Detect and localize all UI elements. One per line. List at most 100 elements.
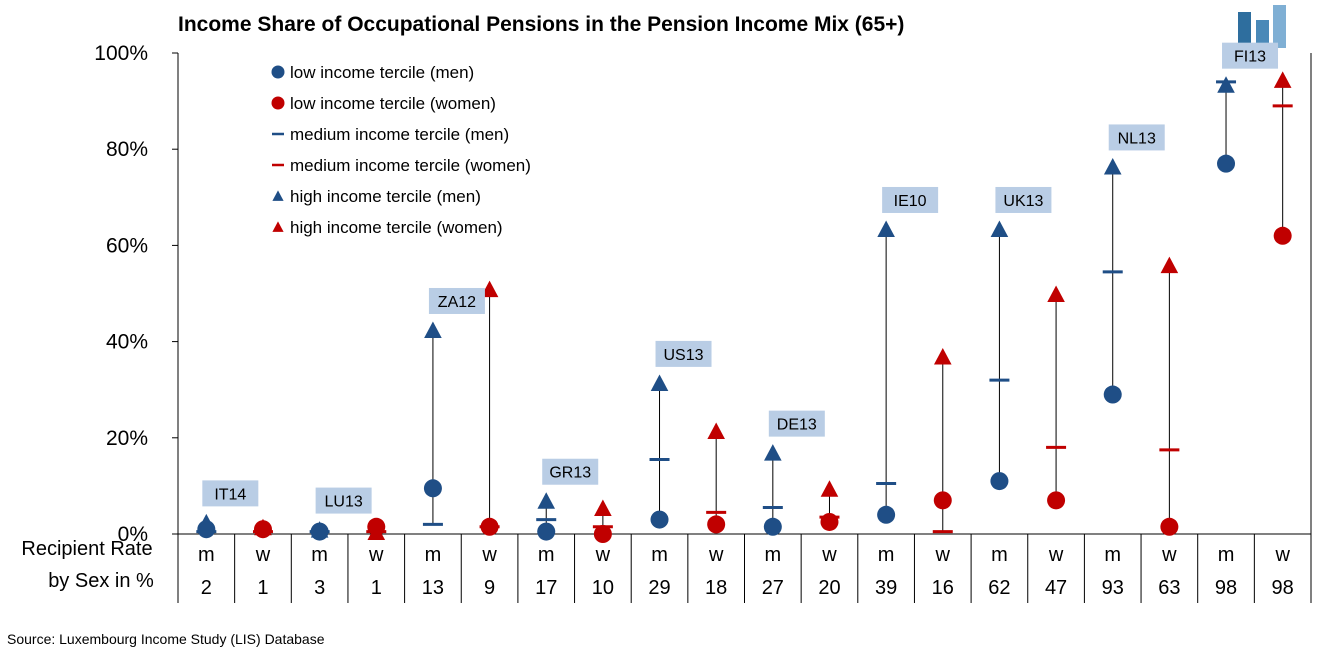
recipient-rate-value: 9 bbox=[484, 577, 495, 599]
country-label-box bbox=[315, 487, 372, 514]
country-label-box bbox=[202, 480, 259, 507]
series-lu13-m bbox=[309, 521, 330, 541]
low-tercile-mark bbox=[820, 512, 839, 531]
country-label-za12: ZA12 bbox=[428, 287, 485, 314]
recipient-rate-value: 39 bbox=[875, 577, 897, 599]
low-tercile-mark bbox=[1103, 385, 1122, 404]
series-ie10-m bbox=[876, 220, 897, 524]
country-label-lu13: LU13 bbox=[315, 487, 372, 514]
sex-label: w bbox=[821, 544, 837, 566]
country-label-ie10: IE10 bbox=[882, 186, 939, 213]
high-tercile-mark bbox=[367, 523, 386, 541]
high-tercile-mark bbox=[424, 321, 442, 339]
low-tercile-mark bbox=[707, 515, 726, 534]
sex-label: w bbox=[708, 544, 724, 566]
y-tick-label: 20% bbox=[106, 427, 148, 450]
series-de13-m bbox=[762, 444, 783, 536]
series-de13-w bbox=[819, 480, 840, 531]
series-uk13-m bbox=[989, 220, 1010, 491]
series-za12-w bbox=[479, 280, 500, 536]
legend-circle-icon bbox=[271, 65, 285, 79]
country-label-text: DE13 bbox=[777, 417, 817, 434]
country-label-us13: US13 bbox=[655, 340, 712, 367]
series-nl13-m bbox=[1102, 157, 1123, 404]
recipient-rate-value: 2 bbox=[201, 577, 212, 599]
recipient-rate-value: 20 bbox=[818, 577, 840, 599]
sex-label: m bbox=[764, 544, 781, 566]
high-tercile-mark bbox=[254, 518, 272, 536]
country-label-text: GR13 bbox=[549, 465, 591, 482]
high-tercile-mark bbox=[877, 220, 895, 238]
country-label-text: US13 bbox=[664, 347, 704, 364]
low-tercile-mark bbox=[990, 472, 1009, 491]
low-tercile-mark bbox=[877, 505, 896, 524]
sex-label: w bbox=[935, 544, 951, 566]
series-ie10-w bbox=[932, 347, 953, 534]
country-label-box bbox=[428, 287, 485, 314]
legend-label: high income tercile (women) bbox=[290, 218, 503, 237]
recipient-rate-value: 63 bbox=[1158, 577, 1180, 599]
high-tercile-mark bbox=[820, 480, 839, 497]
legend-triangle-icon bbox=[272, 190, 284, 201]
legend-item-6: high income tercile (women) bbox=[272, 218, 503, 237]
country-label-text: LU13 bbox=[325, 494, 363, 511]
sex-label: w bbox=[1274, 544, 1290, 566]
high-tercile-mark bbox=[650, 374, 669, 391]
series-us13-w bbox=[706, 422, 727, 534]
high-tercile-mark bbox=[764, 444, 782, 461]
low-tercile-mark bbox=[1160, 517, 1179, 536]
sex-label: m bbox=[425, 544, 442, 566]
low-tercile-mark bbox=[593, 525, 612, 543]
country-label-it14: IT14 bbox=[202, 480, 259, 507]
country-label-nl13: NL13 bbox=[1108, 124, 1165, 151]
y-tick-label: 40% bbox=[106, 331, 148, 354]
high-tercile-mark bbox=[1103, 157, 1122, 175]
low-tercile-mark bbox=[933, 491, 952, 510]
recipient-rate-value: 93 bbox=[1102, 577, 1124, 599]
low-tercile-mark bbox=[423, 479, 442, 498]
y-tick-label: 60% bbox=[106, 234, 148, 257]
high-tercile-mark bbox=[1047, 285, 1065, 302]
legend-item-5: high income tercile (men) bbox=[272, 187, 481, 206]
series-fi13-m bbox=[1216, 76, 1237, 173]
series-za12-m bbox=[422, 321, 443, 526]
country-label-text: IE10 bbox=[894, 193, 927, 210]
series-layer bbox=[196, 71, 1293, 543]
recipient-rate-value: 13 bbox=[422, 577, 444, 599]
recipient-rate-value: 98 bbox=[1272, 577, 1294, 599]
recipient-rate-value: 18 bbox=[705, 577, 727, 599]
y-tick-label: 0% bbox=[118, 523, 148, 546]
sex-label: w bbox=[595, 544, 611, 566]
legend-label: medium income tercile (women) bbox=[290, 156, 531, 175]
recipient-rate-value: 47 bbox=[1045, 577, 1067, 599]
logo-bar-icon bbox=[1238, 5, 1286, 48]
series-fi13-w bbox=[1272, 71, 1293, 245]
legend-triangle-icon bbox=[272, 221, 284, 232]
country-label-box bbox=[995, 186, 1052, 213]
source-note: Source: Luxembourg Income Study (LIS) Da… bbox=[7, 631, 325, 647]
high-tercile-mark bbox=[990, 220, 1009, 238]
series-gr13-m bbox=[536, 492, 557, 541]
recipient-rate-value: 1 bbox=[257, 577, 268, 599]
low-tercile-mark bbox=[537, 522, 556, 541]
series-lu13-w bbox=[366, 517, 387, 541]
legend: low income tercile (men) low income terci… bbox=[271, 63, 531, 237]
legend-label: medium income tercile (men) bbox=[290, 125, 509, 144]
country-label-box bbox=[882, 186, 939, 213]
series-it14-m bbox=[196, 513, 217, 539]
high-tercile-mark bbox=[310, 521, 329, 538]
recipient-rate-value: 29 bbox=[648, 577, 670, 599]
high-tercile-mark bbox=[537, 492, 556, 509]
country-label-box bbox=[768, 410, 825, 437]
high-tercile-mark bbox=[1160, 256, 1179, 274]
sex-label: m bbox=[538, 544, 555, 566]
legend-label: high income tercile (men) bbox=[290, 187, 481, 206]
country-label-text: FI13 bbox=[1234, 49, 1266, 66]
legend-label: low income tercile (men) bbox=[290, 63, 474, 82]
country-label-de13: DE13 bbox=[768, 410, 825, 437]
low-tercile-mark bbox=[763, 517, 782, 536]
country-label-gr13: GR13 bbox=[542, 458, 599, 485]
sex-label: m bbox=[1104, 544, 1121, 566]
y-axis: 0% 20% 40% 60% 80% 100% bbox=[94, 42, 178, 546]
